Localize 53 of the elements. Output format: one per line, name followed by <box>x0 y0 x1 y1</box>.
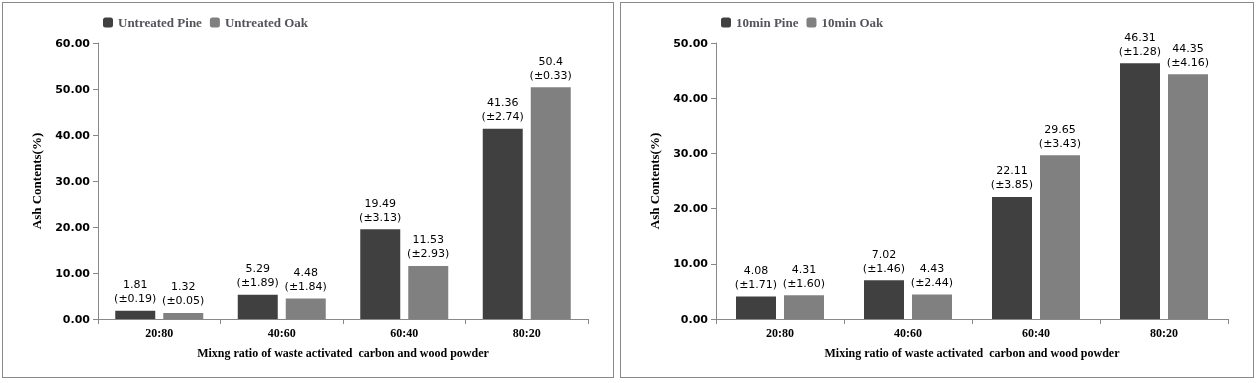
y-tick-label: 40.00 <box>55 128 91 142</box>
legend-label: Untreated Pine <box>118 15 203 30</box>
x-tick-label: 40:60 <box>894 326 922 340</box>
data-label: 4.31 (±1.60) <box>782 262 826 290</box>
bar <box>992 196 1032 319</box>
x-tick-label: 60:40 <box>390 326 419 340</box>
x-tick-label: 80:20 <box>1150 326 1178 340</box>
legend-label: Untreated Oak <box>224 15 309 30</box>
y-tick-label: 10.00 <box>55 266 91 280</box>
y-tick-label: 20.00 <box>673 202 709 216</box>
bar <box>482 128 523 319</box>
data-label: 22.11 (±3.85) <box>990 164 1034 192</box>
y-tick-label: 30.00 <box>55 174 91 188</box>
data-label: 50.4 (±0.33) <box>529 54 572 82</box>
bar <box>1120 63 1160 319</box>
y-tick-label: 30.00 <box>673 146 709 160</box>
x-tick-label: 80:20 <box>512 326 541 340</box>
x-tick-label: 20:80 <box>766 326 794 340</box>
data-label: 4.48 (±1.84) <box>284 265 327 293</box>
x-axis-title: Mixing ratio of waste activated carbon and wood powder <box>824 346 1121 360</box>
x-tick-label: 60:40 <box>1022 326 1050 340</box>
data-label: 41.36 (±2.74) <box>481 96 524 124</box>
x-axis-title: Mixng ratio of waste activated carbon and wood powder <box>197 346 490 360</box>
y-tick-label: 50.00 <box>55 82 91 96</box>
y-tick-label: 0.00 <box>62 312 91 326</box>
data-label: 19.49 (±3.13) <box>359 196 402 224</box>
y-tick-label: 60.00 <box>55 36 91 50</box>
bar <box>115 310 156 319</box>
y-tick-label: 40.00 <box>673 91 709 105</box>
x-tick-label: 20:80 <box>145 326 174 340</box>
legend-label: 10min Oak <box>821 15 885 30</box>
y-tick-label: 20.00 <box>55 220 91 234</box>
bar <box>864 280 904 319</box>
bar <box>237 294 278 319</box>
legend-label: 10min Pine <box>736 15 799 30</box>
data-label: 7.02 (±1.46) <box>862 247 906 275</box>
data-label: 4.43 (±2.44) <box>910 262 954 290</box>
y-axis-title: Ash Contents(%) <box>647 132 662 230</box>
x-tick-label: 40:60 <box>267 326 296 340</box>
data-label: 1.81 (±0.19) <box>114 278 157 306</box>
y-tick-label: 50.00 <box>673 36 709 50</box>
bar <box>736 296 776 319</box>
data-label: 11.53 (±2.93) <box>407 233 450 261</box>
data-label: 44.35 (±4.16) <box>1166 41 1210 69</box>
y-tick-label: 0.00 <box>680 312 709 326</box>
data-label: 5.29 (±1.89) <box>236 262 279 290</box>
y-tick-label: 10.00 <box>673 257 709 271</box>
data-label: 46.31 (±1.28) <box>1118 30 1162 58</box>
bar <box>360 229 401 319</box>
data-label: 1.32 (±0.05) <box>162 280 205 308</box>
data-label: 4.08 (±1.71) <box>734 263 778 291</box>
y-axis-title: Ash Contents(%) <box>29 132 44 230</box>
data-label: 29.65 (±3.43) <box>1038 122 1082 150</box>
